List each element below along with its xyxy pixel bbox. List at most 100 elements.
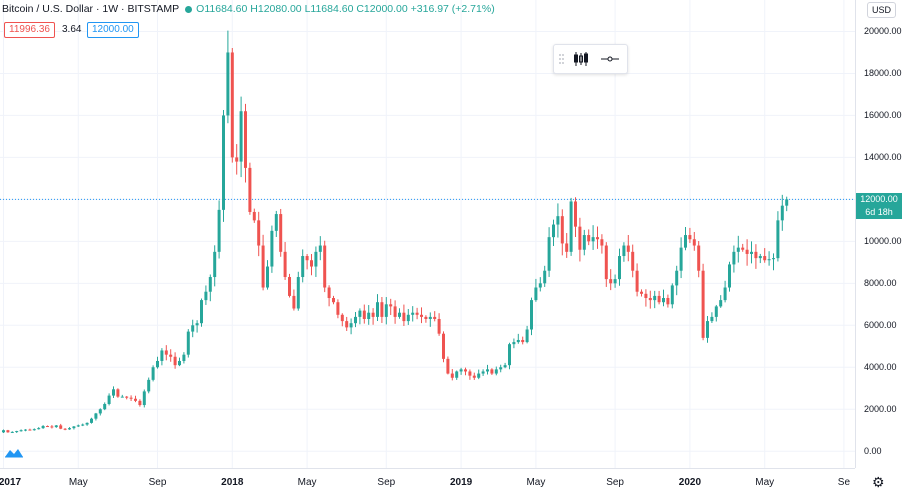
candle-body bbox=[411, 312, 415, 315]
candle-body bbox=[626, 245, 630, 252]
candle-body bbox=[499, 367, 503, 370]
candle-body bbox=[728, 264, 731, 288]
candle-body bbox=[186, 331, 190, 355]
candle-body bbox=[428, 316, 432, 319]
candle-body bbox=[310, 260, 313, 267]
price-tick-label: 18000.00 bbox=[864, 68, 902, 79]
candle-body bbox=[169, 354, 173, 357]
time-tick-label: 2018 bbox=[221, 477, 244, 488]
price-tick-label: 6000.00 bbox=[864, 320, 897, 331]
candle-body bbox=[552, 224, 555, 238]
candle-body bbox=[204, 291, 208, 301]
candlestick-series bbox=[2, 30, 789, 434]
drag-handle-icon[interactable] bbox=[559, 54, 564, 64]
candle-body bbox=[252, 211, 256, 221]
time-tick-label: Sep bbox=[606, 477, 624, 488]
candle-body bbox=[420, 314, 423, 317]
candle-body bbox=[288, 277, 291, 296]
candle-body bbox=[217, 209, 221, 252]
candle-body bbox=[503, 365, 507, 368]
candle-body bbox=[6, 430, 10, 433]
candle-body bbox=[90, 418, 93, 423]
candle-body bbox=[670, 285, 674, 305]
price-tick-label: 16000.00 bbox=[864, 110, 902, 121]
candle-body bbox=[362, 310, 366, 319]
candle-body bbox=[327, 287, 331, 299]
last-price-value: 12000.00 bbox=[860, 194, 898, 204]
time-tick-label: Sep bbox=[377, 477, 396, 488]
candle-body bbox=[226, 52, 230, 116]
candle-body bbox=[2, 430, 5, 433]
candle-body bbox=[741, 247, 745, 250]
candle-body bbox=[587, 235, 591, 242]
candle-body bbox=[644, 293, 648, 299]
line-style-icon[interactable] bbox=[601, 56, 619, 62]
time-tick-label: 2017 bbox=[0, 477, 22, 488]
time-axis[interactable]: 2017 May Sep 2018 May Sep 2019 May Sep 2020 May Se bbox=[0, 468, 855, 497]
candle-body bbox=[785, 199, 789, 206]
candle-body bbox=[28, 429, 32, 431]
candles-style-icon[interactable] bbox=[574, 52, 588, 66]
candle-body bbox=[107, 395, 111, 404]
candle-body bbox=[591, 237, 595, 242]
candle-body bbox=[50, 426, 54, 428]
candle-body bbox=[389, 304, 393, 307]
candle-body bbox=[613, 279, 617, 284]
candle-body bbox=[230, 52, 234, 158]
candle-body bbox=[631, 251, 635, 271]
tradingview-logo-icon[interactable] bbox=[4, 445, 24, 459]
candle-body bbox=[490, 369, 494, 374]
candle-body bbox=[679, 247, 683, 271]
candle-body bbox=[345, 321, 349, 328]
last-price-tag: 12000.00 6d 18h bbox=[856, 193, 902, 219]
chart-grid bbox=[0, 0, 855, 468]
candle-body bbox=[662, 298, 665, 303]
candle-body bbox=[578, 226, 582, 250]
candle-body bbox=[134, 398, 137, 401]
candle-body bbox=[314, 251, 318, 267]
candle-body bbox=[76, 425, 80, 427]
candle-body bbox=[15, 431, 19, 433]
symbol-title[interactable]: Bitcoin / U.S. Dollar · 1W · BITSTAMP bbox=[2, 3, 180, 15]
candle-body bbox=[675, 270, 679, 286]
candle-body bbox=[301, 256, 305, 278]
candle-body bbox=[94, 413, 98, 419]
candle-body bbox=[521, 339, 525, 343]
candle-body bbox=[125, 396, 129, 398]
currency-button[interactable]: USD bbox=[867, 2, 897, 18]
candle-body bbox=[239, 111, 243, 162]
gear-icon[interactable]: ⚙ bbox=[872, 474, 885, 490]
candle-body bbox=[178, 360, 181, 366]
candle-body bbox=[305, 256, 309, 261]
candle-body bbox=[160, 350, 164, 361]
candle-body bbox=[138, 400, 142, 406]
candle-body bbox=[85, 422, 89, 425]
sell-price-badge[interactable]: 11996.36 bbox=[4, 22, 55, 38]
candle-body bbox=[200, 300, 203, 324]
candle-body bbox=[472, 375, 476, 378]
candle-body bbox=[46, 426, 49, 428]
candle-body bbox=[534, 287, 538, 301]
candle-body bbox=[336, 302, 340, 315]
market-status-dot bbox=[185, 5, 193, 13]
buy-price-badge[interactable]: 12000.00 bbox=[87, 22, 139, 38]
candle-body bbox=[156, 360, 159, 368]
candle-body bbox=[494, 369, 498, 374]
price-tick-label: 20000.00 bbox=[864, 26, 902, 37]
candle-body bbox=[516, 339, 520, 343]
candle-body bbox=[719, 300, 723, 307]
price-axis[interactable]: 20000.00 18000.00 16000.00 14000.00 12000.00… bbox=[855, 0, 903, 468]
candle-body bbox=[63, 428, 67, 430]
candle-body bbox=[745, 249, 749, 254]
candle-body bbox=[81, 424, 85, 426]
candle-body bbox=[450, 373, 454, 378]
chart-style-toolbar[interactable] bbox=[553, 44, 628, 74]
candle-body bbox=[525, 329, 529, 343]
candle-body bbox=[24, 429, 27, 431]
candle-body bbox=[384, 304, 388, 317]
candle-body bbox=[604, 245, 608, 280]
symbol-legend[interactable]: Bitcoin / U.S. Dollar · 1W · BITSTAMP O11… bbox=[2, 3, 495, 15]
candle-body bbox=[380, 302, 384, 317]
candle-body bbox=[279, 214, 283, 252]
price-chart[interactable] bbox=[0, 0, 855, 468]
